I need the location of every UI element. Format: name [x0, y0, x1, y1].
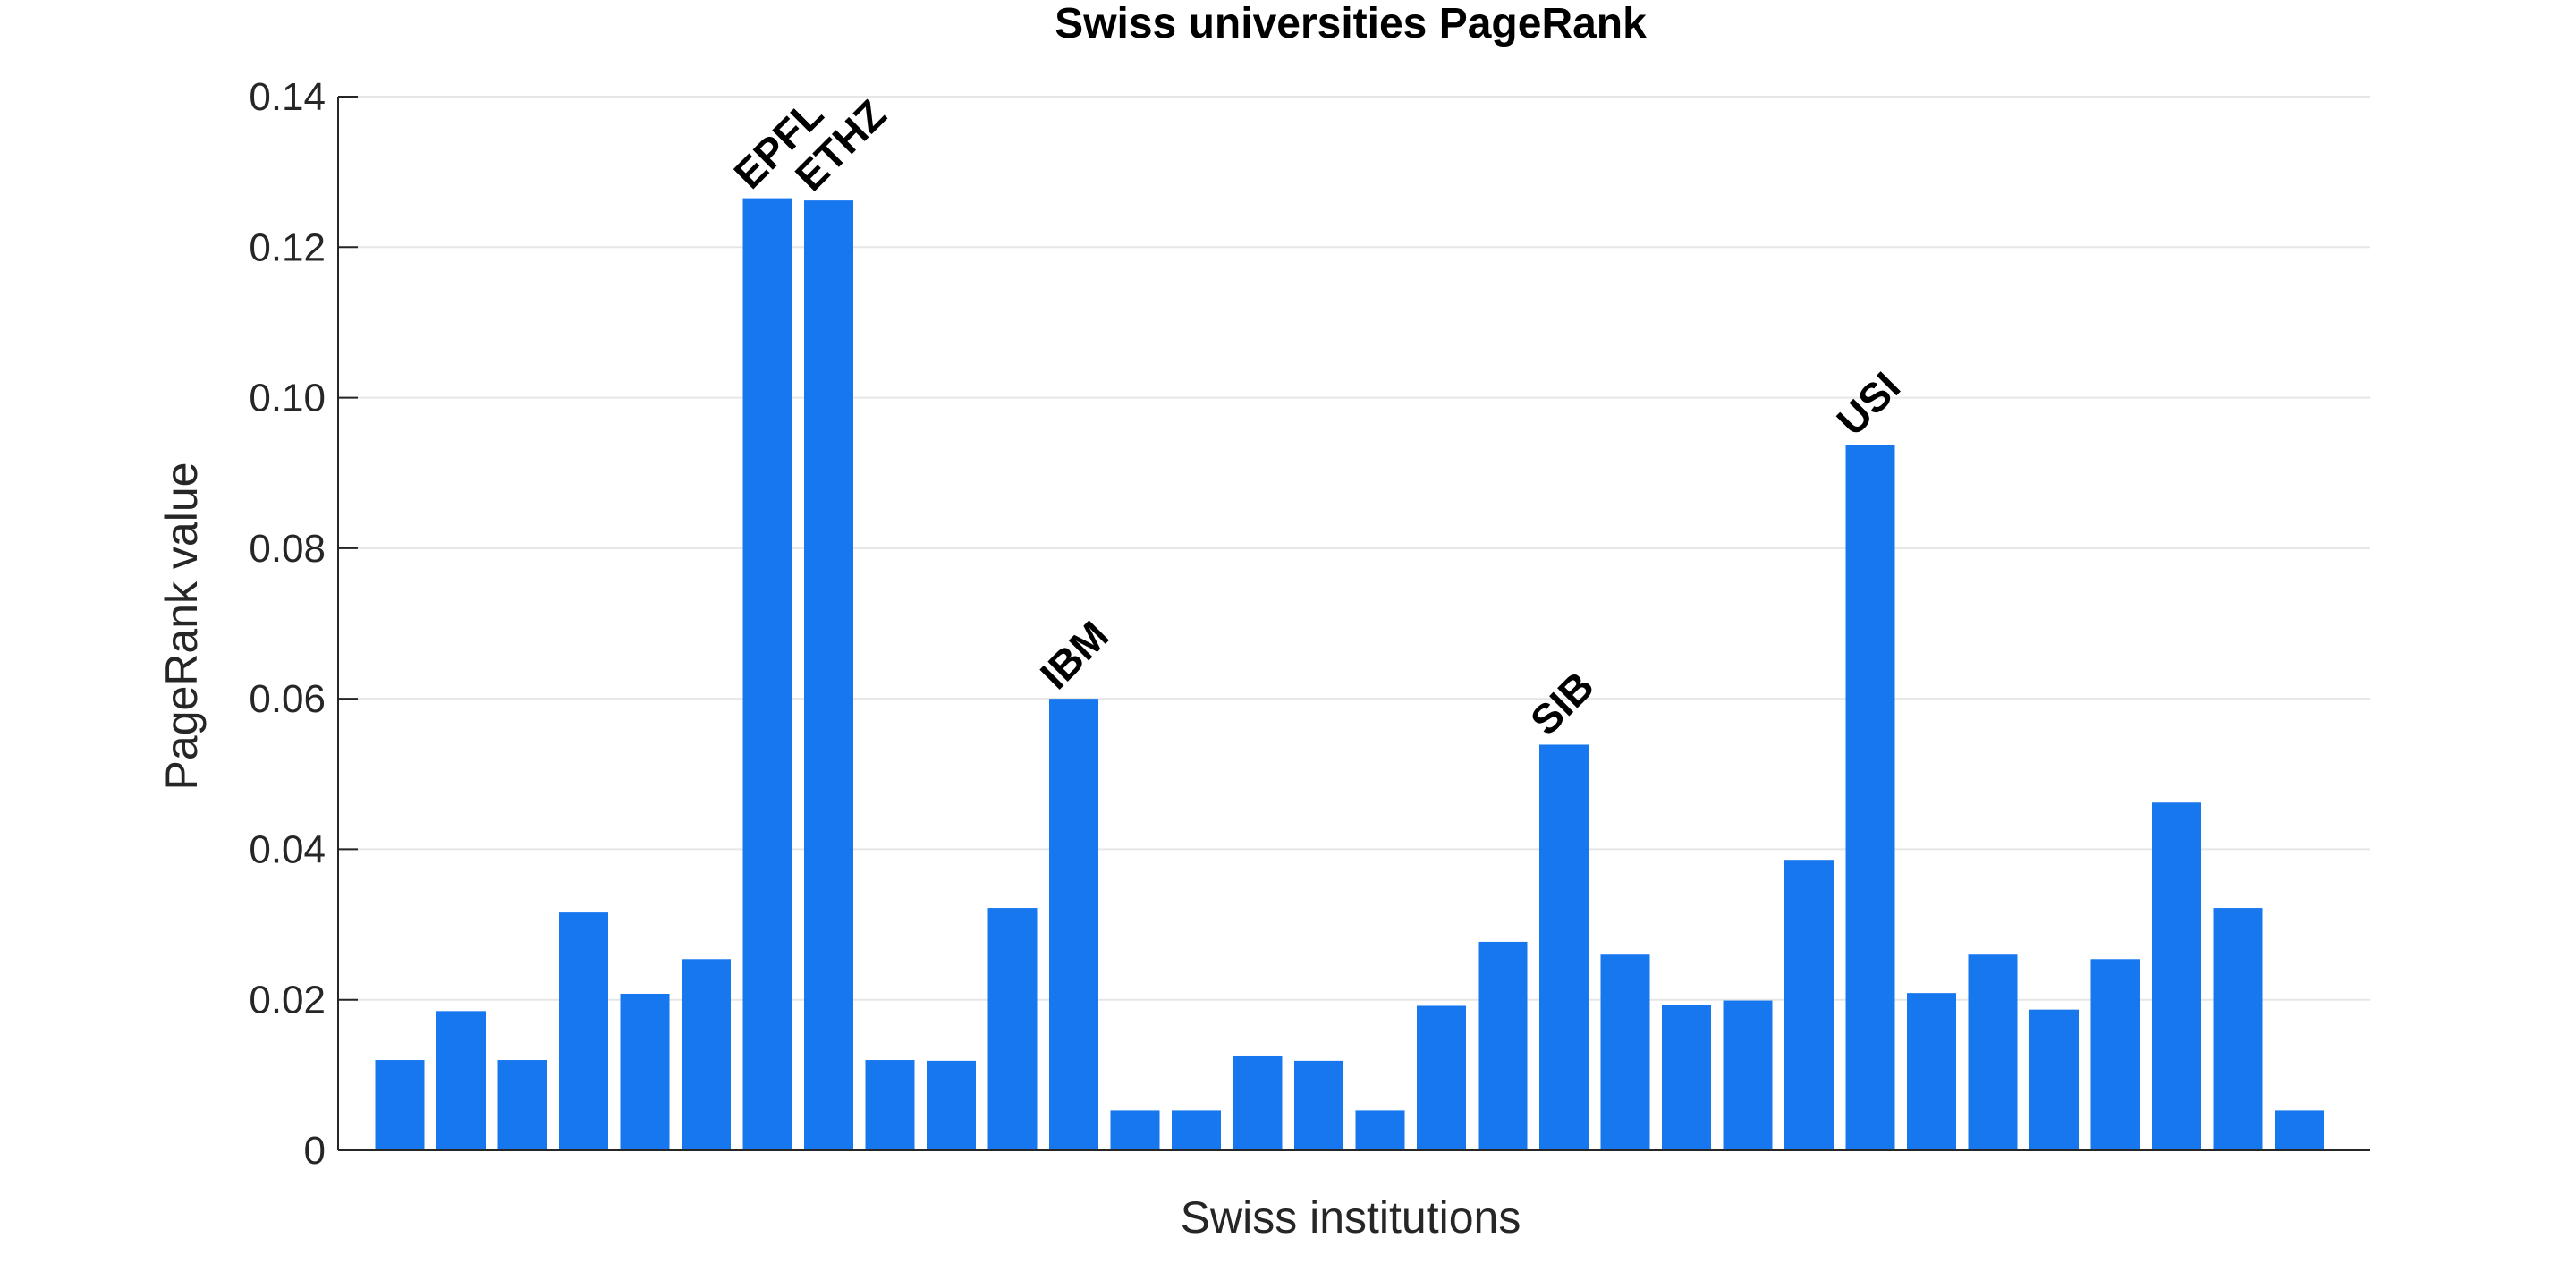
bar — [2029, 1009, 2079, 1150]
bar — [742, 198, 792, 1150]
bar — [1600, 954, 1650, 1150]
bar — [497, 1060, 547, 1150]
bar — [1233, 1055, 1283, 1150]
bar — [1478, 941, 1528, 1150]
bar — [1417, 1005, 1466, 1150]
y-tick-label: 0 — [304, 1129, 326, 1173]
bar — [559, 912, 608, 1150]
bar — [804, 200, 853, 1150]
bar — [1784, 860, 1834, 1150]
bar — [436, 1011, 486, 1150]
bar — [375, 1060, 425, 1150]
y-tick-labels: 0 0.02 0.04 0.06 0.08 0.10 0.12 0.14 — [249, 75, 326, 1173]
y-tick-label: 0.02 — [249, 979, 326, 1022]
bar — [927, 1060, 976, 1150]
bar — [1355, 1110, 1405, 1150]
chart-title: Swiss universities PageRank — [1055, 0, 1647, 47]
bar — [1723, 1000, 1773, 1150]
bar — [1172, 1110, 1221, 1150]
bar — [620, 993, 670, 1150]
bar-annotation: IBM — [1031, 612, 1117, 698]
x-axis-label: Swiss institutions — [1181, 1192, 1521, 1242]
bar — [1907, 993, 1956, 1150]
bar-annotation: USI — [1827, 363, 1909, 445]
bar — [1539, 744, 1589, 1150]
bar — [1294, 1060, 1343, 1150]
bar — [1968, 954, 2018, 1150]
bar — [2090, 959, 2140, 1150]
y-tick-label: 0.08 — [249, 527, 326, 571]
bar — [2152, 802, 2201, 1150]
bar — [682, 959, 731, 1150]
y-tick-label: 0.12 — [249, 225, 326, 269]
bar — [1110, 1110, 1160, 1150]
bar — [2275, 1110, 2324, 1150]
bars-layer — [375, 198, 2324, 1150]
bar — [865, 1060, 915, 1150]
y-tick-label: 0.14 — [249, 75, 326, 119]
y-tick-label: 0.06 — [249, 677, 326, 721]
bar — [1662, 1005, 1711, 1150]
y-tick-label: 0.10 — [249, 377, 326, 420]
bar — [1049, 699, 1098, 1150]
bar — [2213, 908, 2263, 1150]
bar — [1845, 445, 1895, 1150]
y-axis-label: PageRank value — [157, 462, 207, 791]
grid-layer — [338, 96, 2370, 1151]
bar — [987, 908, 1038, 1150]
bar-annotation: SIB — [1521, 663, 1603, 744]
y-tick-label: 0.04 — [249, 827, 326, 871]
